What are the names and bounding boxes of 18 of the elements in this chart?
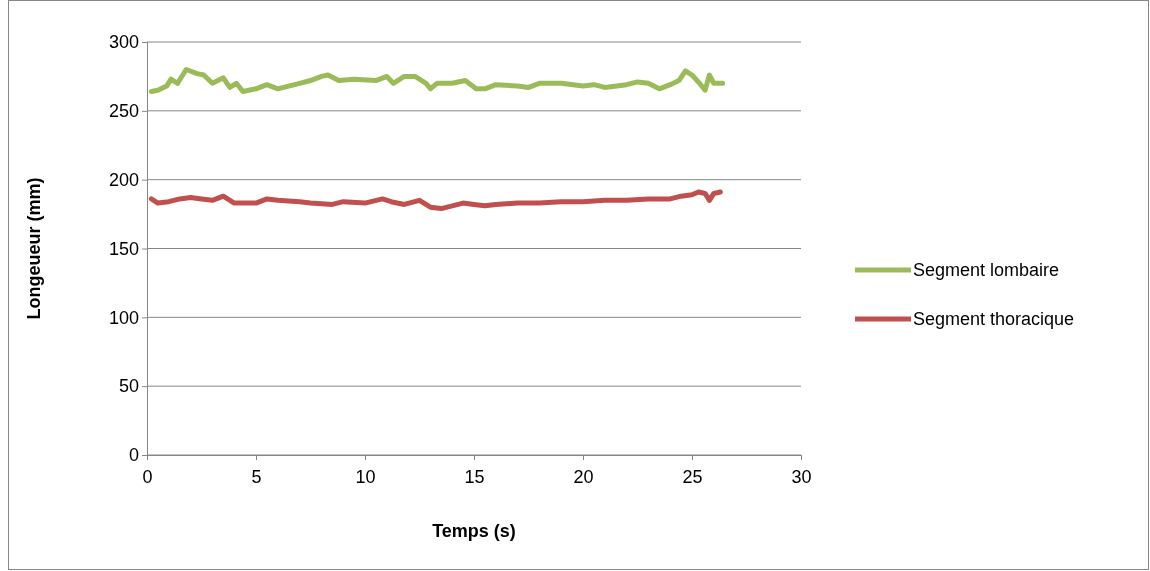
x-axis-title: Temps (s) [432,521,516,541]
y-tick-label: 100 [108,307,139,328]
y-axis-title: Longeueur (mm) [24,177,44,320]
legend-label: Segment lombaire [913,260,1060,281]
x-tick-label: 0 [142,466,153,487]
y-tick-label: 150 [108,238,139,259]
x-tick-label: 20 [573,466,594,487]
y-tick-label: 50 [118,376,139,397]
x-tick-label: 5 [251,466,262,487]
x-tick-label: 30 [791,466,812,487]
y-tick-label: 250 [108,101,139,122]
y-tick-label: 200 [108,169,139,190]
x-tick-label: 25 [682,466,703,487]
x-tick-label: 15 [464,466,485,487]
y-tick-label: 0 [128,445,139,466]
y-tick-label: 300 [108,32,139,53]
legend-label: Segment thoracique [913,309,1075,330]
x-tick-label: 10 [355,466,376,487]
